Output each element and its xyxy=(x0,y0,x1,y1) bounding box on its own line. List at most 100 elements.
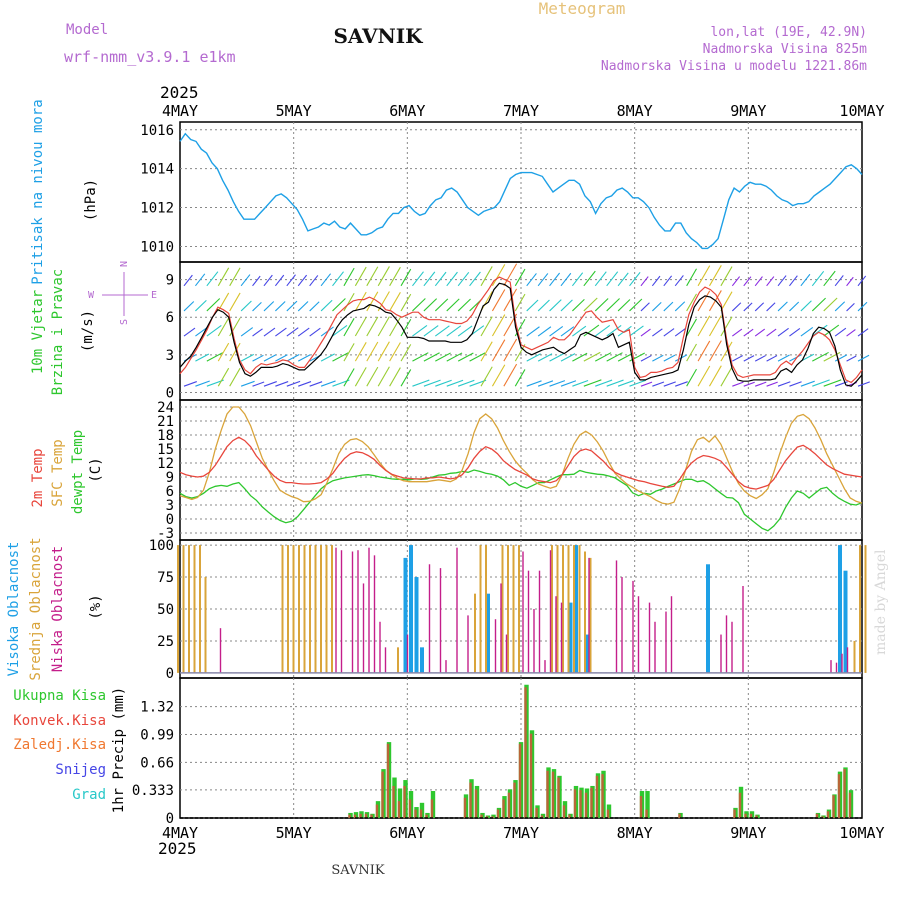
wind-arrow xyxy=(583,297,598,312)
wind-arrow xyxy=(549,299,562,312)
wind-arrow xyxy=(412,352,429,362)
wind-arrow xyxy=(412,271,424,287)
cloud-bar-low xyxy=(665,611,667,673)
wind-arrow xyxy=(777,275,787,287)
wind-arrow xyxy=(195,380,210,387)
wind-arrow xyxy=(697,315,711,337)
cloud-bar-low xyxy=(560,602,563,673)
wind-arrow xyxy=(754,355,766,362)
cloud-bar-low xyxy=(533,609,535,673)
cloud-bar-low xyxy=(588,557,590,673)
precip-legend-label: Zaledj.Kisa xyxy=(13,737,106,753)
watermark: made by Angel xyxy=(873,549,889,655)
wind-arrow xyxy=(663,354,676,362)
wind-arrow xyxy=(743,276,752,287)
sfc-temp-line xyxy=(179,406,863,505)
compass-e: E xyxy=(151,290,157,301)
wind-arrow xyxy=(320,353,335,362)
wind-arrow xyxy=(491,364,506,387)
wind-arrow xyxy=(800,326,814,337)
wind-arrow xyxy=(811,270,825,287)
wind-arrow xyxy=(709,315,722,337)
wind-arrow xyxy=(286,353,300,362)
precip-bar-conv xyxy=(601,774,604,818)
cloud-bar-mid xyxy=(204,577,207,673)
wind-arrow xyxy=(229,367,241,387)
wind-arrow xyxy=(480,266,493,287)
precip-bar-conv xyxy=(403,785,406,818)
wind-arrow xyxy=(606,325,622,337)
wind-arrow xyxy=(343,292,355,312)
wind-arrow xyxy=(617,352,633,362)
precip-bar-conv xyxy=(738,792,742,818)
wind-arrow xyxy=(754,276,763,287)
precip-bar-conv xyxy=(606,809,610,818)
wind-arrow xyxy=(434,325,450,337)
precip-bar-conv xyxy=(414,809,417,818)
wind-arrow xyxy=(343,368,355,387)
wind-arrow xyxy=(229,267,241,287)
y-tick-label: 21 xyxy=(157,414,174,430)
wind-arrow xyxy=(526,299,539,312)
cloud-bar-low xyxy=(742,586,744,673)
wind-arrow xyxy=(480,366,493,387)
wind-arrow xyxy=(675,381,688,387)
wind-arrow xyxy=(412,325,428,337)
wind-arrow xyxy=(617,325,632,337)
wind-arrow xyxy=(777,327,789,337)
cloud-bar-high xyxy=(568,602,573,673)
wind-arrow xyxy=(560,272,572,287)
pressure-ylabel: (hPa) xyxy=(83,179,99,221)
wind-arrow xyxy=(720,266,733,287)
wind-arrow xyxy=(720,291,733,312)
precip-bar-conv xyxy=(573,789,577,818)
wind-arrow xyxy=(206,325,222,337)
wind-arrow xyxy=(789,328,801,337)
wind-arrow xyxy=(206,298,221,312)
y-tick-label: 3 xyxy=(166,348,174,364)
wind-arrow xyxy=(811,324,828,337)
wind-arrow xyxy=(217,367,230,387)
wind-arrow xyxy=(366,266,379,287)
y-tick-label: 1014 xyxy=(140,162,174,178)
wind-arrow xyxy=(777,381,791,387)
wind-arrow xyxy=(823,297,838,312)
y-tick-label: 9 xyxy=(166,273,174,289)
precip-bar-conv xyxy=(837,774,841,818)
compass-n: N xyxy=(119,261,130,267)
wind-arrow xyxy=(823,379,842,387)
wind-arrow xyxy=(457,298,471,312)
cloud-bar-low xyxy=(621,577,623,673)
precip-bar-conv xyxy=(584,792,588,818)
wind-arrow xyxy=(640,328,651,337)
wind-arrow xyxy=(377,316,390,337)
top-x-tick-label: 4MAY xyxy=(162,102,198,120)
top-x-tick-label: 7MAY xyxy=(503,102,539,120)
cloud-bar-low xyxy=(219,628,222,673)
wind-arrow xyxy=(846,355,857,362)
wind-arrow xyxy=(389,292,401,312)
precip-bar-conv xyxy=(480,814,483,818)
cloud-bar-low xyxy=(527,570,530,673)
wind-arrow xyxy=(320,299,333,312)
cloud-bar-low xyxy=(505,634,508,673)
precip-bar-conv xyxy=(419,809,423,818)
wind-arrow xyxy=(812,379,830,387)
wind-arrow xyxy=(766,355,778,362)
wind-arrow xyxy=(229,342,241,362)
cloud-bar-mid xyxy=(320,545,322,673)
wind-arrow xyxy=(697,365,711,387)
temp-side-label-sfc: SFC Temp xyxy=(50,439,66,506)
wind-arrow xyxy=(709,340,722,362)
wind-arrow xyxy=(594,325,611,337)
cloud-side-label-high: Visoka Oblacnost xyxy=(6,542,22,677)
wind-arrow xyxy=(777,354,790,362)
y-tick-label: 0 xyxy=(166,512,174,528)
wind-arrow xyxy=(423,271,436,287)
wind-arrow xyxy=(857,328,869,337)
wind-arrow xyxy=(423,352,440,362)
cloud-bar-mid xyxy=(303,545,306,673)
y-tick-label: 1010 xyxy=(140,239,174,255)
wind-arrow xyxy=(526,380,542,387)
wind-arrow xyxy=(789,301,800,312)
